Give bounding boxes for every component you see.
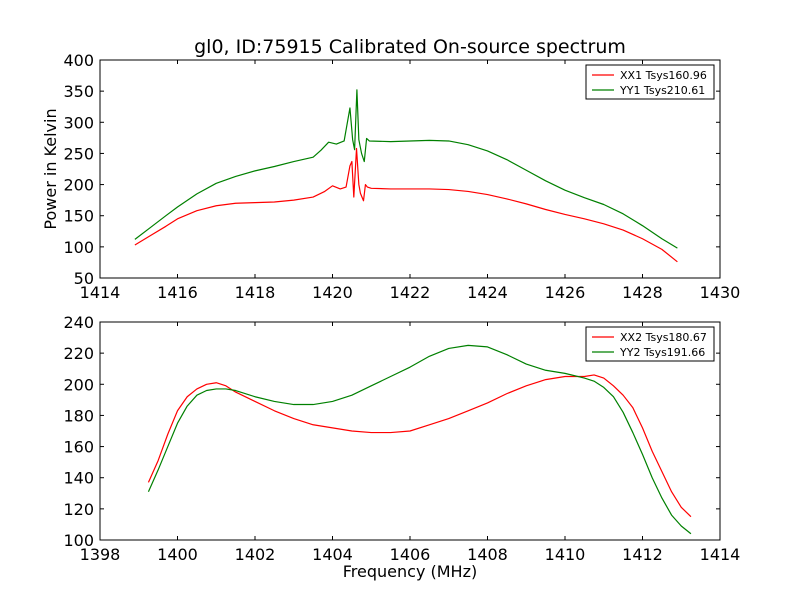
y-tick-label: 140: [63, 469, 94, 488]
chart-title: gl0, ID:75915 Calibrated On-source spect…: [194, 36, 626, 58]
legend: XX2 Tsys180.67 YY2 Tsys191.66: [585, 326, 715, 362]
x-axis-label: Frequency (MHz): [343, 562, 477, 581]
y-tick-label: 220: [63, 344, 94, 363]
y-tick-label: 100: [63, 531, 94, 550]
y-tick-label: 300: [63, 113, 94, 132]
series-line-1-1: [134, 147, 678, 263]
x-tick-label: 1400: [157, 545, 198, 564]
x-tick-label: 1430: [700, 283, 741, 302]
series-line-2-2: [147, 344, 692, 535]
y-tick-label: 120: [63, 500, 94, 519]
legend-label: XX2 Tsys180.67: [620, 331, 707, 344]
x-tick-label: 1426: [545, 283, 586, 302]
x-tick-label: 1404: [312, 545, 353, 564]
chart-panel-2: 1398 1400 1402 1404 1406 1408 1410 1412 1414 100 1…: [63, 313, 740, 581]
y-tick-label: 180: [63, 406, 94, 425]
x-tick-label: 1416: [157, 283, 198, 302]
legend-box: [585, 326, 715, 362]
y-tick-label: 200: [63, 375, 94, 394]
y-tick-label: 250: [63, 144, 94, 163]
x-tick-label: 1402: [235, 545, 276, 564]
x-tick-label: 1424: [467, 283, 508, 302]
y-tick-label: 240: [63, 313, 94, 332]
x-tick-label: 1428: [622, 283, 663, 302]
y-tick-label: 160: [63, 438, 94, 457]
x-tick-label: 1406: [390, 545, 431, 564]
legend-box: [585, 64, 715, 100]
x-tick-label: 1414: [80, 283, 121, 302]
x-tick-label: 1412: [622, 545, 663, 564]
y-tick-label: 50: [74, 269, 94, 288]
y-tick-label: 150: [63, 207, 94, 226]
x-tick-label: 1418: [235, 283, 276, 302]
y-tick-label: 200: [63, 176, 94, 195]
x-tick-label: 1410: [545, 545, 586, 564]
x-tick-label: 1408: [467, 545, 508, 564]
x-tick-label: 1414: [700, 545, 741, 564]
series-line-2-1: [147, 374, 692, 518]
legend-label: XX1 Tsys160.96: [620, 69, 707, 82]
legend-label: YY2 Tsys191.66: [619, 346, 705, 359]
chart-panel-1: 1414 1416 1418 1420 1422 1424 1426 1428 1430 50 10…: [41, 36, 740, 302]
y-tick-label: 400: [63, 51, 94, 70]
series-line-1-2: [134, 89, 678, 249]
x-tick-label: 1398: [80, 545, 121, 564]
y-axis-label: Power in Kelvin: [41, 108, 60, 229]
y-tick-label: 100: [63, 238, 94, 257]
legend-label: YY1 Tsys210.61: [619, 84, 705, 97]
legend: XX1 Tsys160.96 YY1 Tsys210.61: [585, 64, 715, 100]
x-tick-label: 1422: [390, 283, 431, 302]
x-tick-label: 1420: [312, 283, 353, 302]
y-tick-label: 350: [63, 82, 94, 101]
